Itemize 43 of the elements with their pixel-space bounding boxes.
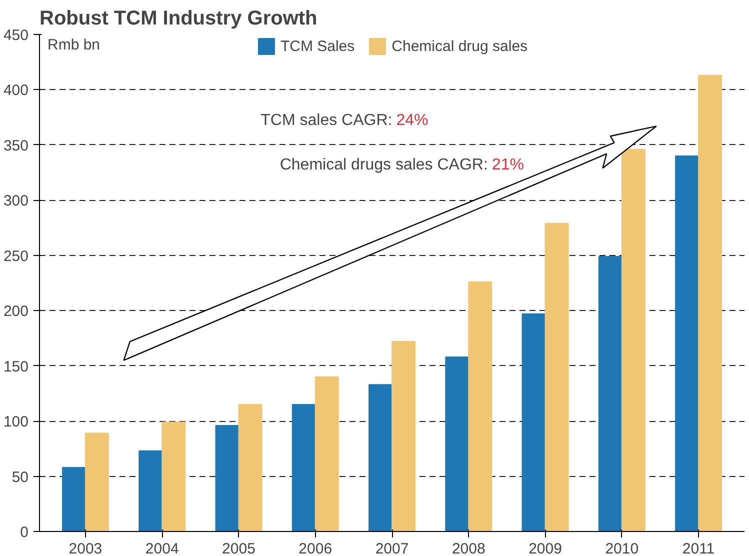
y-tick-label: 450 xyxy=(3,27,29,44)
bar xyxy=(238,404,262,532)
bar xyxy=(621,148,646,532)
bar xyxy=(675,155,700,532)
y-tick-label: 150 xyxy=(3,358,29,376)
bar xyxy=(215,424,240,532)
bar xyxy=(162,422,186,532)
y-tick-label: 200 xyxy=(3,303,29,320)
bar xyxy=(544,222,569,532)
bar xyxy=(598,256,622,532)
bar xyxy=(392,341,416,532)
bar xyxy=(138,450,163,532)
y-tick-label: 50 xyxy=(12,468,29,486)
x-tick-label: 2004 xyxy=(145,540,179,556)
bar xyxy=(445,356,470,532)
bar xyxy=(368,384,392,532)
x-tick-label: 2003 xyxy=(68,540,102,556)
x-tick-label: 2009 xyxy=(528,540,562,556)
y-tick-label: 100 xyxy=(3,414,29,431)
x-tick-label: 2005 xyxy=(222,540,256,556)
annotation: Chemical drugs sales CAGR: 21% xyxy=(280,156,524,174)
y-axis-title: Rmb bn xyxy=(48,36,100,54)
chart-title: Robust TCM Industry Growth xyxy=(40,8,318,30)
annotation: TCM sales CAGR: 24% xyxy=(260,112,428,130)
bar xyxy=(698,74,722,532)
x-tick-label: 2007 xyxy=(375,540,409,556)
bar xyxy=(84,432,109,532)
x-tick-label: 2011 xyxy=(682,540,715,556)
y-tick-label: 350 xyxy=(3,137,29,154)
bar xyxy=(468,281,492,532)
x-tick-label: 2006 xyxy=(298,540,332,556)
bar xyxy=(522,313,546,532)
y-tick-label: 250 xyxy=(3,248,29,265)
y-tick-label: 0 xyxy=(20,524,28,541)
y-tick-label: 400 xyxy=(3,82,29,100)
x-tick-label: 2008 xyxy=(452,540,486,556)
y-tick-label: 300 xyxy=(3,192,29,210)
x-tick-label: 2010 xyxy=(605,540,639,556)
bar xyxy=(314,376,339,532)
legend-label: Chemical drug sales xyxy=(392,38,528,54)
bar xyxy=(292,404,316,532)
legend-label: TCM Sales xyxy=(280,38,355,54)
bar xyxy=(62,466,86,532)
